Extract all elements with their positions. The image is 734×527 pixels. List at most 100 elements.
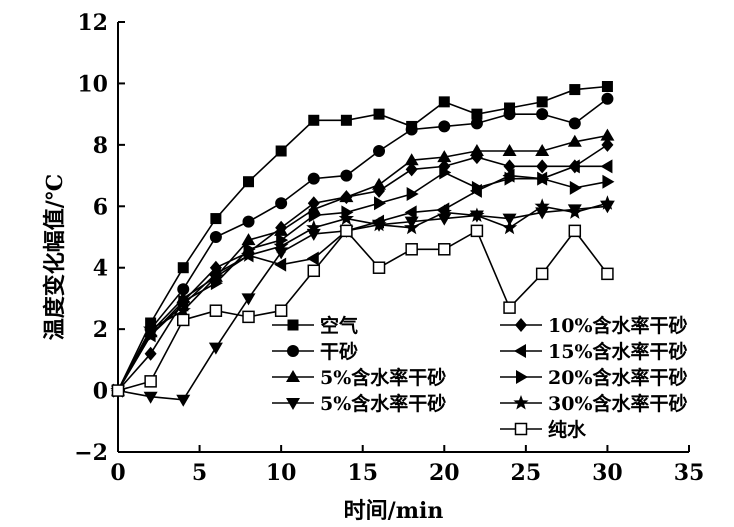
square-open-marker	[274, 304, 288, 317]
x-tick-label: 0	[110, 460, 125, 486]
circle-filled-marker	[275, 197, 288, 210]
circle-filled-marker	[287, 345, 299, 357]
circle-filled-marker	[242, 215, 255, 228]
diamond-filled-marker	[275, 220, 288, 235]
star-filled-marker	[306, 219, 322, 235]
legend-label: 20%含水率干砂	[548, 366, 688, 389]
x-tick-label: 15	[347, 460, 378, 486]
triangle-left-filled-marker	[600, 159, 613, 174]
circle-filled-marker	[209, 231, 222, 243]
diamond-filled-marker	[405, 162, 418, 177]
triangle-right-filled-marker	[471, 180, 484, 195]
triangle-left-filled-marker	[404, 205, 417, 220]
x-tick-label: 10	[266, 460, 297, 486]
square-open-marker	[514, 422, 528, 436]
square-open-marker	[340, 224, 353, 238]
legend-item: 纯水	[500, 418, 587, 441]
triangle-down-filled-marker	[286, 398, 300, 410]
diamond-filled-marker	[144, 346, 157, 361]
legend-label: 5%含水率干砂	[320, 392, 446, 415]
square-open-marker	[568, 224, 582, 238]
triangle-right-filled-marker	[537, 171, 550, 186]
legend-item: 15%含水率干砂	[500, 340, 688, 363]
series-line	[117, 85, 608, 391]
circle-filled-marker	[177, 283, 190, 296]
legend-label: 30%含水率干砂	[548, 392, 688, 415]
triangle-up-filled-marker	[502, 144, 517, 156]
x-tick-label: 5	[192, 460, 207, 486]
triangle-right-filled-marker	[504, 171, 517, 186]
star-filled-marker	[273, 238, 289, 253]
x-tick-label: 35	[674, 460, 705, 486]
square-open-marker	[111, 384, 125, 397]
triangle-right-filled-marker	[602, 174, 615, 189]
legend-item: 空气	[272, 314, 358, 337]
triangle-up-filled-marker	[535, 144, 550, 156]
triangle-down-filled-marker	[208, 342, 223, 355]
diamond-filled-marker	[536, 159, 549, 174]
x-tick-label: 30	[592, 460, 623, 486]
legend-label: 15%含水率干砂	[548, 340, 688, 363]
y-tick-label: 0	[93, 379, 108, 405]
triangle-down-filled-marker	[241, 293, 256, 306]
y-tick-label: −2	[74, 440, 108, 466]
square-filled-marker	[243, 176, 255, 188]
axes	[117, 22, 689, 453]
y-tick-label: 10	[77, 71, 108, 97]
triangle-up-filled-marker	[372, 177, 387, 190]
y-tick-label: 4	[93, 256, 108, 282]
circle-filled-marker	[536, 108, 549, 121]
square-filled-marker	[536, 96, 548, 108]
square-filled-marker	[601, 81, 613, 92]
square-open-marker	[601, 267, 614, 281]
triangle-down-filled-marker	[176, 394, 191, 407]
legend-label: 空气	[320, 314, 358, 337]
square-open-marker	[535, 267, 549, 281]
square-open-marker	[503, 301, 516, 314]
triangle-up-filled-marker	[567, 134, 582, 147]
legend-item: 5%含水率干砂	[272, 392, 446, 415]
circle-filled-marker	[340, 169, 353, 182]
square-filled-marker	[569, 84, 581, 96]
series-line	[117, 144, 608, 392]
square-filled-marker	[308, 114, 320, 126]
star-filled-marker	[404, 219, 420, 235]
triangle-up-filled-marker	[437, 150, 452, 163]
star-filled-marker	[240, 247, 257, 262]
x-axis-label: 时间/min	[344, 498, 444, 524]
square-open-marker	[144, 375, 157, 388]
square-filled-marker	[504, 102, 516, 114]
triangle-left-filled-marker	[567, 159, 580, 174]
square-open-marker	[470, 224, 484, 238]
y-tick-label: 6	[93, 194, 108, 220]
triangle-down-filled-marker	[502, 213, 517, 226]
series-line	[117, 229, 609, 392]
circle-filled-marker	[405, 123, 418, 136]
circle-filled-marker	[373, 145, 386, 157]
star-filled-marker	[501, 219, 518, 235]
triangle-up-filled-marker	[469, 144, 484, 156]
square-open-marker	[209, 304, 223, 317]
square-filled-marker	[287, 319, 299, 331]
legend-item: 30%含水率干砂	[500, 392, 688, 415]
series-line	[117, 165, 608, 391]
square-open-marker	[405, 243, 418, 256]
triangle-left-filled-marker	[514, 344, 526, 358]
triangle-up-filled-marker	[241, 233, 256, 246]
series	[110, 81, 616, 407]
legend-label: 干砂	[320, 341, 358, 363]
square-filled-marker	[177, 262, 189, 274]
triangle-right-filled-marker	[439, 165, 452, 180]
x-tick-label: 25	[511, 460, 542, 486]
series-7	[110, 195, 616, 398]
square-filled-marker	[340, 114, 352, 126]
star-filled-marker	[567, 204, 583, 219]
circle-filled-marker	[568, 117, 581, 130]
star-filled-marker	[338, 210, 355, 226]
triangle-left-filled-marker	[274, 257, 287, 272]
triangle-right-filled-marker	[569, 180, 582, 195]
legend-item: 10%含水率干砂	[500, 314, 688, 337]
square-filled-marker	[438, 96, 450, 108]
y-tick-label: 8	[93, 133, 108, 159]
y-tick-label: 12	[77, 10, 108, 36]
